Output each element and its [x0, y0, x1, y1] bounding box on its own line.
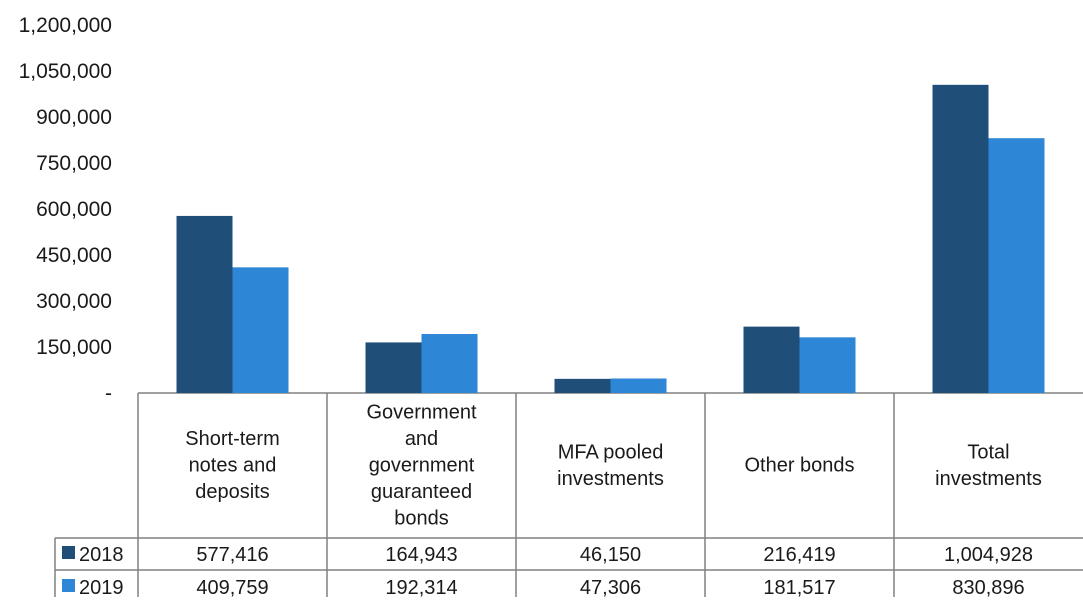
- y-tick-label: -: [105, 382, 112, 405]
- y-tick-label: 150,000: [36, 336, 112, 359]
- category-label: Government and government guaranteed bonds: [366, 402, 476, 530]
- y-tick-label: 750,000: [36, 152, 112, 175]
- table-cell-value: 164,943: [385, 544, 457, 566]
- table-cell-value: 192,314: [385, 577, 457, 597]
- category-label: Other bonds: [744, 455, 854, 477]
- bar-2018: [176, 215, 233, 393]
- table-cell-value: 47,306: [580, 577, 641, 597]
- category-label: Total investments: [935, 441, 1042, 490]
- bar-2019: [988, 138, 1045, 393]
- table-cell-value: 1,004,928: [944, 544, 1033, 566]
- table-cell-value: 216,419: [763, 544, 835, 566]
- legend-swatch-2018: [62, 546, 75, 559]
- y-tick-label: 600,000: [36, 198, 112, 221]
- bar-2018: [365, 342, 422, 393]
- y-tick-label: 1,200,000: [19, 14, 112, 37]
- category-label: MFA pooled investments: [557, 441, 664, 490]
- bar-2018: [932, 84, 989, 393]
- legend-label: 2018: [79, 544, 124, 566]
- y-tick-label: 300,000: [36, 290, 112, 313]
- table-cell-value: 577,416: [196, 544, 268, 566]
- bar-2019: [232, 267, 289, 393]
- legend-label: 2019: [79, 577, 124, 597]
- bar-2019: [799, 337, 856, 393]
- bar-2019: [421, 334, 478, 393]
- table-cell-value: 409,759: [196, 577, 268, 597]
- y-tick-label: 1,050,000: [19, 60, 112, 83]
- bar-2018: [554, 378, 611, 393]
- legend-swatch-2019: [62, 579, 75, 592]
- bar-2018: [743, 326, 800, 393]
- category-label: Short-term notes and deposits: [185, 428, 279, 503]
- table-cell-value: 46,150: [580, 544, 641, 566]
- bar-2019: [610, 378, 667, 393]
- y-tick-label: 900,000: [36, 106, 112, 129]
- table-cell-value: 181,517: [763, 577, 835, 597]
- y-tick-label: 450,000: [36, 244, 112, 267]
- table-cell-value: 830,896: [952, 577, 1024, 597]
